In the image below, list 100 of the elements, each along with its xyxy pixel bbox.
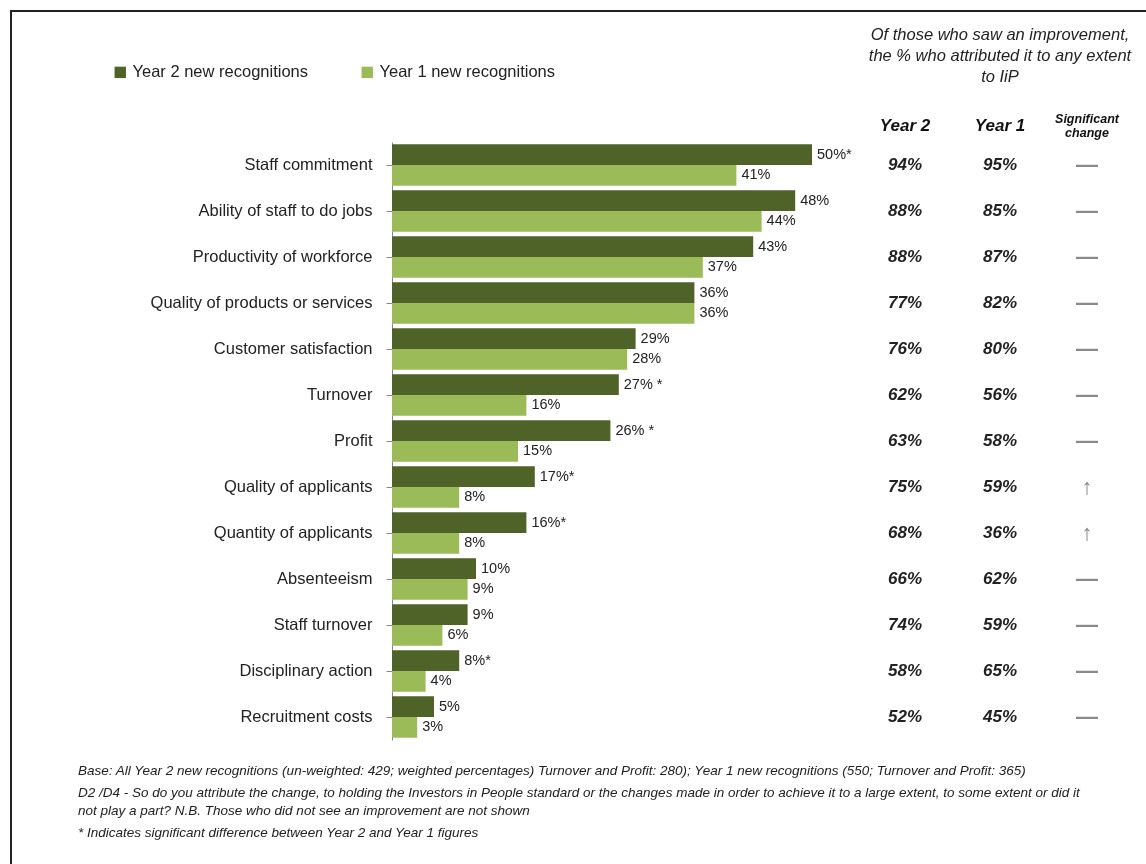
data-label: 8%* [464, 651, 492, 668]
bar [392, 374, 619, 395]
bar [392, 257, 703, 278]
legend-label: Year 2 new recognitions [132, 62, 309, 81]
bar [392, 303, 695, 324]
text: 85% [982, 201, 1018, 221]
bar [392, 395, 527, 416]
bar [392, 328, 636, 349]
category-label: Year 1 [974, 116, 1026, 136]
data-label: 4% [430, 672, 452, 689]
bar [392, 558, 476, 579]
text: 68% [887, 523, 923, 543]
data-label: 48% [800, 191, 830, 208]
text: 59% [982, 477, 1018, 497]
y-tick-label: Turnover [307, 385, 373, 403]
bar [392, 211, 762, 232]
text: 88% [887, 201, 923, 221]
bar [392, 420, 611, 441]
text: 58% [982, 431, 1018, 451]
data-label: 17%* [539, 467, 575, 484]
category-label: Year 2 [879, 116, 931, 136]
text: 62% [887, 385, 923, 405]
bar [392, 441, 518, 462]
text: — [1076, 612, 1098, 638]
data-label: 9% [472, 605, 494, 622]
data-label: 36% [699, 283, 729, 300]
bar [392, 604, 468, 625]
text: ↑ [1081, 520, 1093, 546]
text: 87% [982, 247, 1018, 267]
text: ↑ [1081, 474, 1093, 500]
y-tick-label: Quality of applicants [223, 477, 373, 495]
y-tick-label: Profit [333, 431, 373, 449]
data-label: 50%* [817, 145, 853, 162]
text: 56% [982, 385, 1018, 405]
text: Of those who saw an improvement, the % who attributed it to any extent to IiP [867, 24, 1133, 87]
data-label: 6% [447, 626, 469, 643]
text: 66% [887, 569, 923, 589]
bar [392, 236, 754, 257]
data-label: 9% [472, 580, 494, 597]
data-label: 10% [481, 559, 511, 576]
text: — [1076, 428, 1098, 454]
data-label: 37% [707, 258, 737, 275]
bar [392, 696, 434, 717]
data-label: 43% [758, 237, 788, 254]
bar [392, 349, 628, 370]
bar [392, 487, 460, 508]
data-label: 16%* [531, 513, 567, 530]
bar [392, 282, 695, 303]
data-label: 28% [632, 350, 662, 367]
y-tick-label: Recruitment costs [240, 707, 373, 725]
bar [392, 717, 418, 738]
data-label: 41% [741, 166, 771, 183]
data-label: 15% [523, 442, 553, 459]
bar [392, 165, 737, 186]
data-label: 36% [699, 304, 729, 321]
data-label: 8% [464, 534, 486, 551]
text: Base: All Year 2 new recognitions (un-weighted: 429; weighted percentages) Turnover and Profit: 280); Year 1 new recognitions (550; Turnover and Profit: 365) [78, 762, 1027, 780]
text: 82% [982, 293, 1018, 313]
category-label: Significant change [1054, 112, 1121, 140]
text: 95% [982, 155, 1018, 175]
text: 36% [982, 523, 1018, 543]
bar [392, 144, 812, 165]
text: — [1076, 290, 1098, 316]
data-label: 29% [640, 329, 670, 346]
text: — [1076, 382, 1098, 408]
bar [392, 533, 460, 554]
data-label: 5% [439, 697, 461, 714]
y-tick-label: Staff turnover [273, 615, 373, 633]
y-tick-label: Customer satisfaction [213, 339, 373, 357]
text: 76% [887, 339, 923, 359]
data-label: 26% * [615, 421, 655, 438]
text: — [1076, 658, 1098, 684]
data-label: 3% [422, 718, 444, 735]
text: 77% [887, 293, 923, 313]
text: 88% [887, 247, 923, 267]
text: 52% [887, 707, 923, 727]
y-tick-label: Quality of products or services [150, 293, 373, 311]
text: 80% [982, 339, 1018, 359]
text: 74% [887, 615, 923, 635]
y-tick-label: Productivity of workforce [192, 247, 373, 265]
text: * Indicates significant difference between Year 2 and Year 1 figures [78, 824, 480, 842]
text: 58% [887, 661, 923, 681]
text: 75% [887, 477, 923, 497]
y-tick-label: Disciplinary action [239, 661, 373, 679]
bar [392, 190, 796, 211]
bar [392, 579, 468, 600]
text: — [1076, 566, 1098, 592]
text: — [1076, 704, 1098, 730]
text: 59% [982, 615, 1018, 635]
y-tick-label: Quantity of applicants [213, 523, 373, 541]
data-label: 27% * [623, 375, 663, 392]
bar [392, 512, 527, 533]
data-label: 44% [766, 212, 796, 229]
text: 94% [887, 155, 923, 175]
text: 62% [982, 569, 1018, 589]
text: 65% [982, 661, 1018, 681]
legend-label: Year 1 new recognitions [379, 62, 556, 81]
bar [392, 466, 535, 487]
data-label: 8% [464, 488, 486, 505]
bar [392, 650, 460, 671]
